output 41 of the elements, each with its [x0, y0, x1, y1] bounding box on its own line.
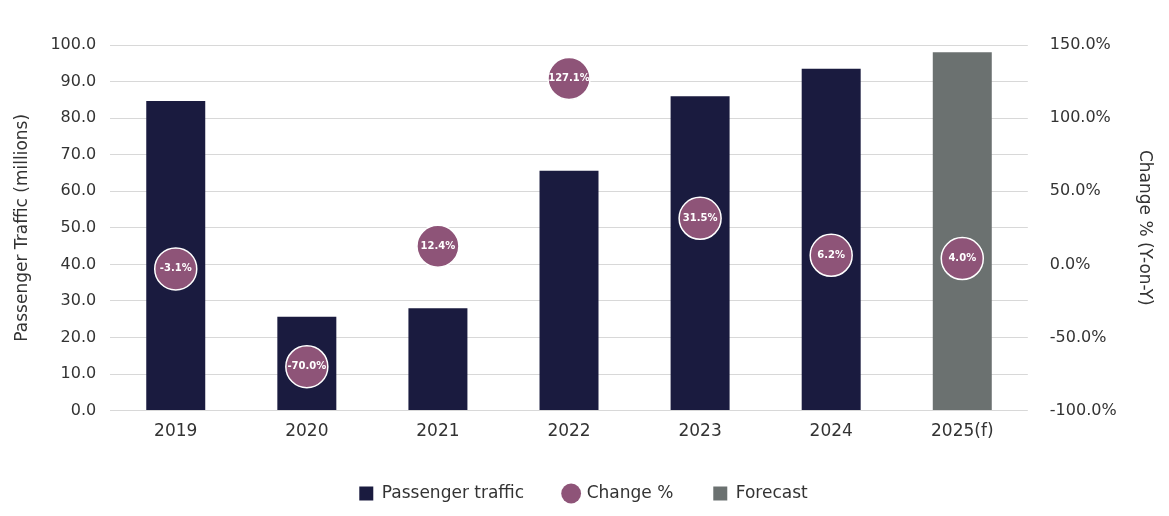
- x-tick-label: 2022: [547, 420, 591, 441]
- legend-label: Passenger traffic: [381, 481, 525, 502]
- bar: [408, 308, 468, 411]
- y2-axis-title: Change % (Y-on-Y): [1136, 149, 1157, 306]
- y-tick-label: 60.0: [60, 180, 97, 200]
- y-tick-label: 20.0: [60, 326, 97, 346]
- x-tick-label: 2020: [285, 420, 329, 441]
- y2-tick-label: 150.0%: [1049, 34, 1111, 54]
- y-tick-label: 0.0: [70, 399, 97, 419]
- x-tick-label: 2021: [416, 420, 460, 441]
- y-tick-label: 80.0: [60, 107, 97, 127]
- y-axis-title: Passenger Traffic (millions): [10, 113, 31, 342]
- y-tick-label: 50.0: [60, 216, 97, 236]
- x-tick-label: 2025(f): [931, 420, 994, 441]
- y-tick-label: 40.0: [60, 253, 97, 273]
- data-label: 12.4%: [420, 239, 456, 251]
- x-tick-label: 2019: [154, 420, 198, 441]
- bar: [801, 68, 861, 411]
- y-tick-label: 100.0: [50, 34, 97, 54]
- data-label: 4.0%: [948, 252, 977, 264]
- y2-tick-label: 0.0%: [1049, 253, 1091, 273]
- bar: [670, 96, 730, 411]
- data-label: -3.1%: [159, 262, 192, 274]
- bar: [932, 52, 992, 411]
- y2-tick-label: 50.0%: [1049, 180, 1101, 200]
- y-tick-label: 30.0: [60, 290, 97, 310]
- legend-label: Forecast: [735, 481, 809, 502]
- y2-tick-label: -50.0%: [1049, 326, 1107, 346]
- data-label: 31.5%: [682, 211, 718, 223]
- x-tick-label: 2024: [809, 420, 853, 441]
- data-label: -70.0%: [287, 360, 327, 372]
- legend-label: Change %: [586, 481, 674, 502]
- bar: [539, 170, 599, 411]
- y2-tick-label: 100.0%: [1049, 107, 1111, 127]
- y-tick-label: 10.0: [60, 363, 97, 383]
- data-label: 6.2%: [817, 248, 846, 260]
- y2-tick-label: -100.0%: [1049, 399, 1117, 419]
- y-tick-label: 90.0: [60, 70, 97, 90]
- y-tick-label: 70.0: [60, 143, 97, 163]
- x-tick-label: 2023: [678, 420, 722, 441]
- bar: [146, 100, 206, 411]
